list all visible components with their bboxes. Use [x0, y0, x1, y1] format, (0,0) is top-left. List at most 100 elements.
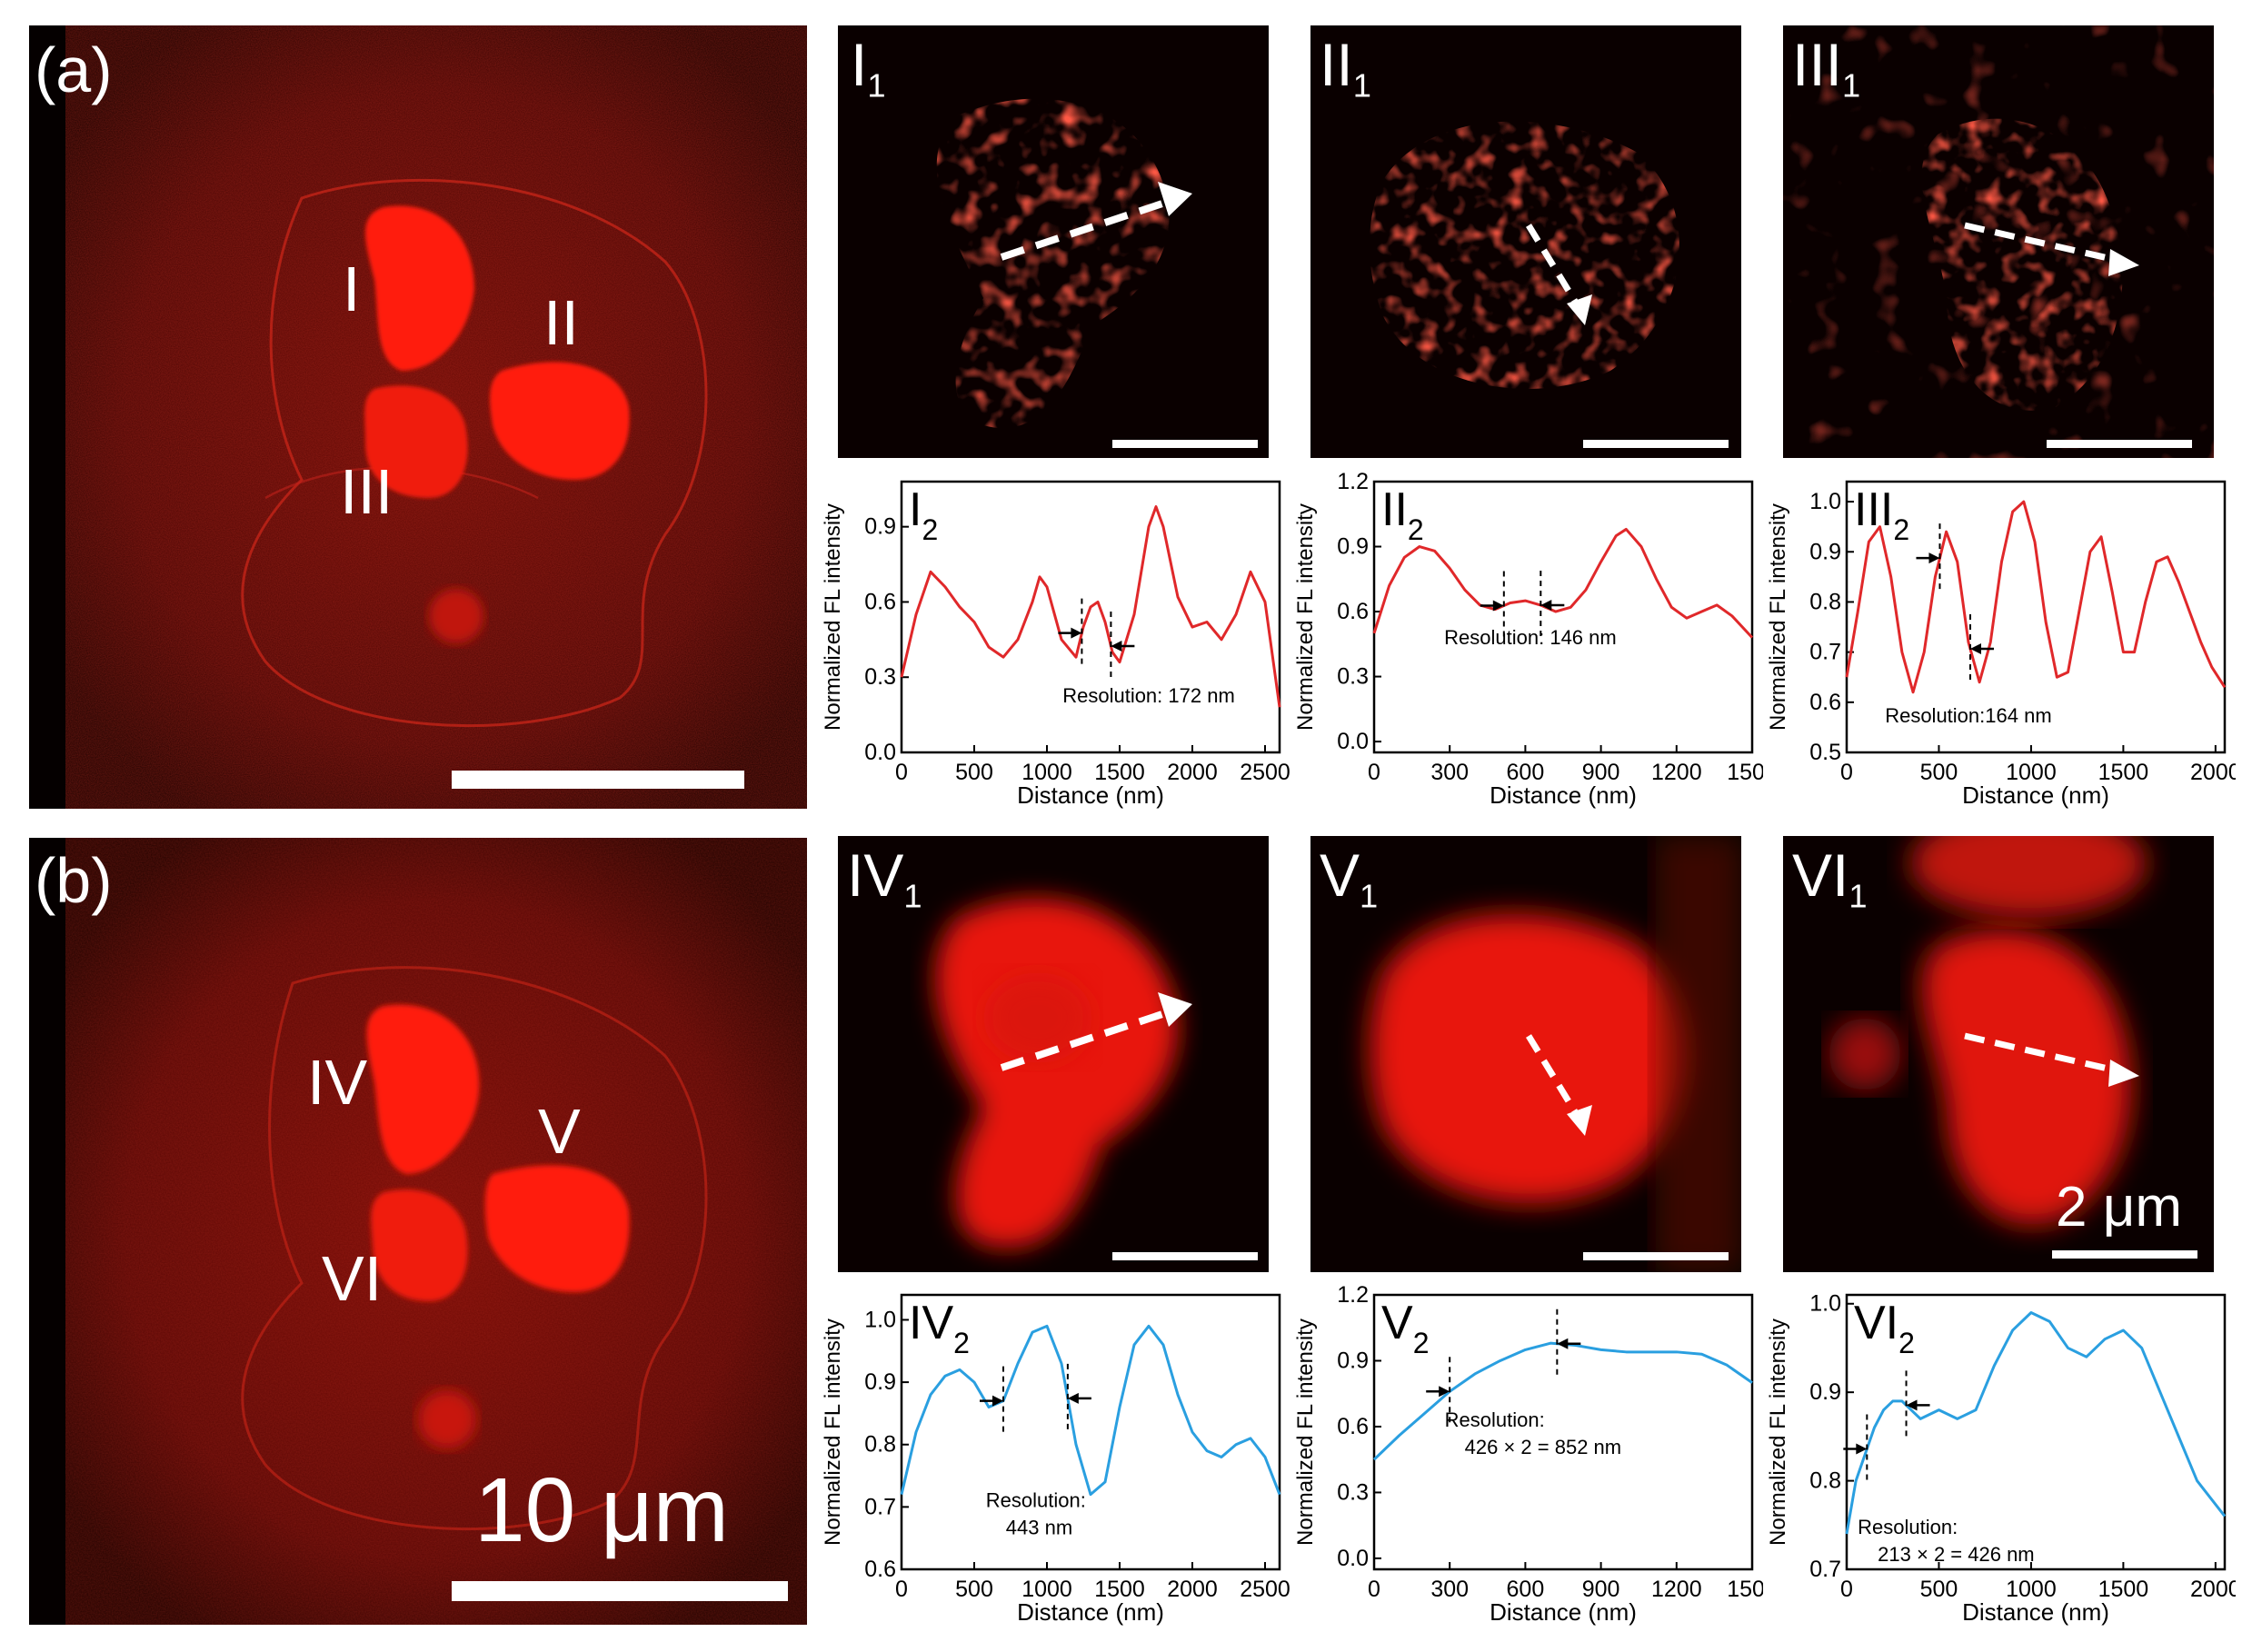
- subplot-label-sub: 2: [1898, 1327, 1915, 1359]
- y-tick-label: 0.3: [1337, 1479, 1369, 1505]
- resolution-arrow-head: [1492, 600, 1504, 612]
- y-tick-label: 0.6: [864, 589, 896, 614]
- y-tick-label: 1.0: [1809, 489, 1841, 514]
- x-tick-label: 600: [1507, 1577, 1545, 1602]
- x-tick-label: 1200: [1651, 1577, 1702, 1602]
- region-I-label: I: [343, 254, 361, 324]
- micrograph-VI1: VI1 2 μm: [1783, 836, 2214, 1272]
- resolution-arrow-head: [1969, 642, 1981, 654]
- plot-II2: 0 300 600 900 1200 1500 0.0 0.3 0.6 0.9 1.2 Distanc…: [1290, 463, 1778, 820]
- micrograph-label-IV1: IV1: [847, 841, 922, 915]
- x-tick-label: 500: [1920, 1577, 1958, 1602]
- y-axis-label: Normalized FL intensity: [821, 1319, 845, 1546]
- x-tick-label: 0: [1368, 1577, 1380, 1602]
- subplot-label: II2: [1381, 483, 1424, 546]
- x-axis-label: Distance (nm): [1017, 1598, 1164, 1626]
- resolution-arrow-head: [1439, 1386, 1450, 1398]
- resolution-annotation: Resolution:: [986, 1488, 1086, 1511]
- series-line: [1372, 527, 1754, 639]
- resolution-value: 426 × 2 = 852 nm: [1465, 1436, 1621, 1458]
- micrograph-IV1: IV1: [838, 836, 1269, 1272]
- x-tick-label: 0: [1840, 1577, 1853, 1602]
- resolution-arrow-head: [1906, 1399, 1918, 1411]
- y-tick-label: 1.2: [1337, 469, 1369, 494]
- subplot-label-sub: 2: [1408, 513, 1424, 546]
- micrograph-label-VI1: VI1: [1792, 841, 1868, 915]
- resolution-arrow-head: [1067, 1392, 1079, 1404]
- y-tick-label: 0.3: [864, 664, 896, 690]
- resolution-arrow-head: [1856, 1443, 1868, 1455]
- x-tick-label: 500: [1920, 760, 1958, 785]
- x-tick-label: 2500: [1240, 760, 1290, 785]
- x-tick-label: 0: [1840, 760, 1853, 785]
- x-axis-label: Distance (nm): [1017, 781, 1164, 809]
- scale-bar-II1: [1583, 440, 1729, 448]
- y-axis-label: Normalized FL intensity: [1293, 503, 1318, 731]
- x-tick-label: 300: [1430, 1577, 1469, 1602]
- region-III-label: III: [340, 456, 394, 527]
- micrograph-V1: V1: [1310, 836, 1741, 1272]
- subplot-label: V2: [1381, 1297, 1429, 1359]
- y-tick-label: 0.0: [1337, 729, 1369, 754]
- y-tick-label: 0.3: [1337, 664, 1369, 690]
- plot-frame: [900, 480, 1281, 754]
- y-tick-label: 1.2: [1337, 1282, 1369, 1308]
- cell-panel-a: (a) I II III: [29, 25, 807, 809]
- plot-frame: [1372, 480, 1754, 754]
- x-tick-label: 900: [1582, 1577, 1620, 1602]
- x-tick-label: 2000: [2190, 760, 2236, 785]
- y-axis-label: Normalized FL intensity: [821, 503, 845, 731]
- x-tick-label: 0: [1368, 760, 1380, 785]
- y-axis-label: Normalized FL intensity: [1766, 503, 1790, 731]
- x-tick-label: 900: [1582, 760, 1620, 785]
- x-tick-label: 2000: [2190, 1577, 2236, 1602]
- x-axis-label: Distance (nm): [1490, 781, 1637, 809]
- region-VI-label: VI: [322, 1243, 383, 1314]
- scale-bar-III1: [2047, 440, 2192, 448]
- resolution-annotation: Resolution: 172 nm: [1062, 684, 1235, 707]
- y-tick-label: 0.9: [1337, 1348, 1369, 1373]
- y-tick-label: 1.0: [1809, 1291, 1841, 1317]
- y-tick-label: 0.7: [1809, 1557, 1841, 1582]
- x-tick-label: 2500: [1240, 1577, 1290, 1602]
- subplot-label-sub: 2: [1413, 1327, 1430, 1359]
- y-tick-label: 0.5: [1809, 740, 1841, 765]
- y-tick-label: 0.9: [1809, 1379, 1841, 1405]
- x-tick-label: 1500: [1727, 760, 1763, 785]
- plot-V2: 0 300 600 900 1200 1500 0.0 0.3 0.6 0.9 1.2 Distanc…: [1290, 1277, 1778, 1640]
- subplot-label: IV2: [909, 1297, 970, 1359]
- resolution-annotation: Resolution:: [1858, 1516, 1958, 1538]
- cell-a-image: [65, 25, 807, 809]
- plot-frame: [900, 1293, 1281, 1571]
- micrograph-II1: II1: [1310, 25, 1741, 458]
- x-tick-label: 1500: [1094, 1577, 1145, 1602]
- x-axis-label: Distance (nm): [1962, 781, 2109, 809]
- resolution-value: 443 nm: [1006, 1516, 1072, 1538]
- resolution-value: 213 × 2 = 426 nm: [1878, 1543, 2034, 1566]
- micrograph-label-III1: III1: [1792, 31, 1861, 104]
- y-tick-label: 0.8: [1809, 589, 1841, 614]
- scale-bar-IV1: [1112, 1252, 1258, 1260]
- x-tick-label: 1000: [1021, 1577, 1072, 1602]
- series-line: [900, 505, 1281, 708]
- resolution-arrow-head: [1111, 641, 1122, 652]
- y-tick-label: 0.0: [864, 740, 896, 765]
- y-tick-label: 0.9: [1337, 534, 1369, 560]
- y-tick-label: 0.6: [1337, 599, 1369, 624]
- plot-frame: [1845, 480, 2227, 754]
- plot-I2: 0 500 1000 1500 2000 2500 0.0 0.3 0.6 0.9 Distance…: [818, 463, 1290, 820]
- y-tick-label: 0.7: [864, 1494, 896, 1519]
- x-tick-label: 1500: [1094, 760, 1145, 785]
- resolution-arrow-head: [992, 1395, 1003, 1407]
- x-tick-label: 1000: [2006, 760, 2057, 785]
- plot-IV2: 0 500 1000 1500 2000 2500 0.6 0.7 0.8 0.9 1.0 Dista…: [818, 1277, 1290, 1640]
- plot-frame: [1845, 1293, 2227, 1571]
- x-tick-label: 1000: [1021, 760, 1072, 785]
- x-tick-label: 1500: [2098, 760, 2149, 785]
- y-tick-label: 0.6: [1337, 1414, 1369, 1439]
- x-axis-label: Distance (nm): [1962, 1598, 2109, 1626]
- y-axis-label: Normalized FL intensity: [1293, 1319, 1318, 1546]
- resolution-arrow-head: [1557, 1338, 1569, 1349]
- x-tick-label: 1500: [2098, 1577, 2149, 1602]
- x-tick-label: 300: [1430, 760, 1469, 785]
